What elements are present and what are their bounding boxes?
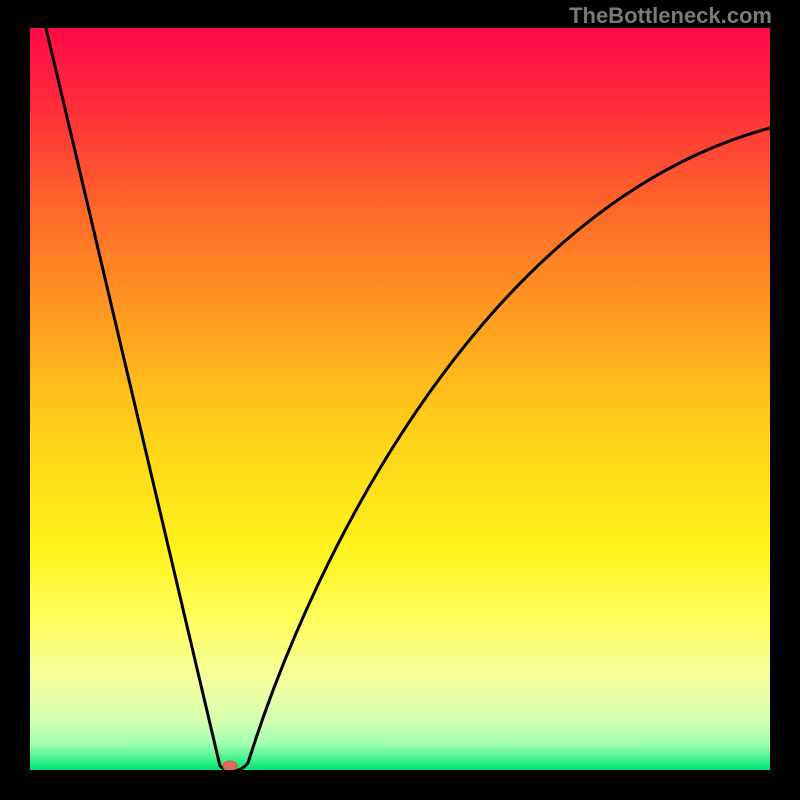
gradient-background xyxy=(30,28,770,770)
plot-svg xyxy=(30,28,770,770)
plot-area xyxy=(30,28,770,770)
frame-right xyxy=(770,0,800,800)
frame-left xyxy=(0,0,30,800)
watermark-text: TheBottleneck.com xyxy=(569,3,772,29)
frame-bottom xyxy=(0,770,800,800)
valley-marker xyxy=(223,761,237,770)
